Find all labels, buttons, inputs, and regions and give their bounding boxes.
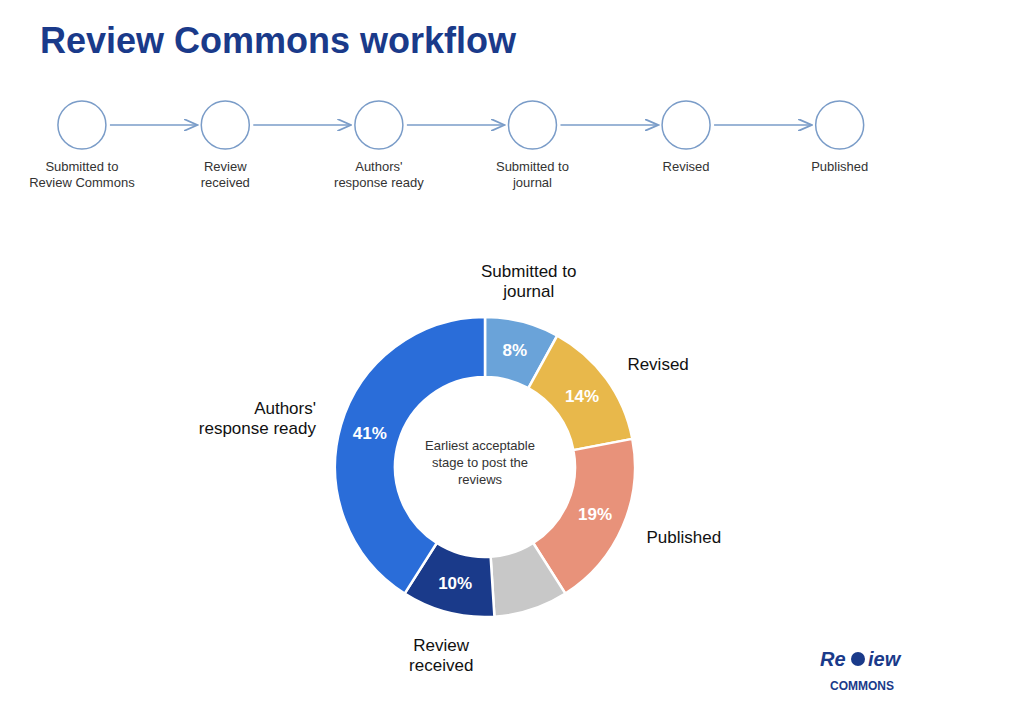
svg-text:COMMONS: COMMONS — [830, 679, 894, 693]
svg-text:Submitted tojournal: Submitted tojournal — [496, 159, 569, 190]
svg-text:19%: 19% — [578, 505, 612, 524]
svg-text:Re: Re — [820, 648, 846, 670]
svg-text:Reviewreceived: Reviewreceived — [409, 636, 473, 675]
svg-text:10%: 10% — [438, 574, 472, 593]
svg-text:Submitted tojournal: Submitted tojournal — [481, 262, 576, 301]
svg-text:Published: Published — [647, 528, 722, 547]
svg-text:Reviewreceived: Reviewreceived — [201, 159, 250, 190]
svg-text:Submitted toReview Commons: Submitted toReview Commons — [29, 159, 135, 190]
svg-text:Published: Published — [811, 159, 868, 174]
svg-text:Authors'response ready: Authors'response ready — [199, 399, 317, 438]
svg-text:Authors'response ready: Authors'response ready — [334, 159, 424, 190]
svg-text:14%: 14% — [565, 387, 599, 406]
svg-text:41%: 41% — [353, 424, 387, 443]
svg-text:8%: 8% — [503, 341, 528, 360]
svg-text:iew: iew — [868, 648, 902, 670]
html-text:Earliest acceptable stage to p: Earliest acceptable stage to post the re… — [425, 437, 535, 487]
svg-text:Revised: Revised — [627, 355, 688, 374]
html-text:Review Commons workflow: Review Commons workflow — [40, 20, 517, 61]
svg-text:Revised: Revised — [663, 159, 710, 174]
